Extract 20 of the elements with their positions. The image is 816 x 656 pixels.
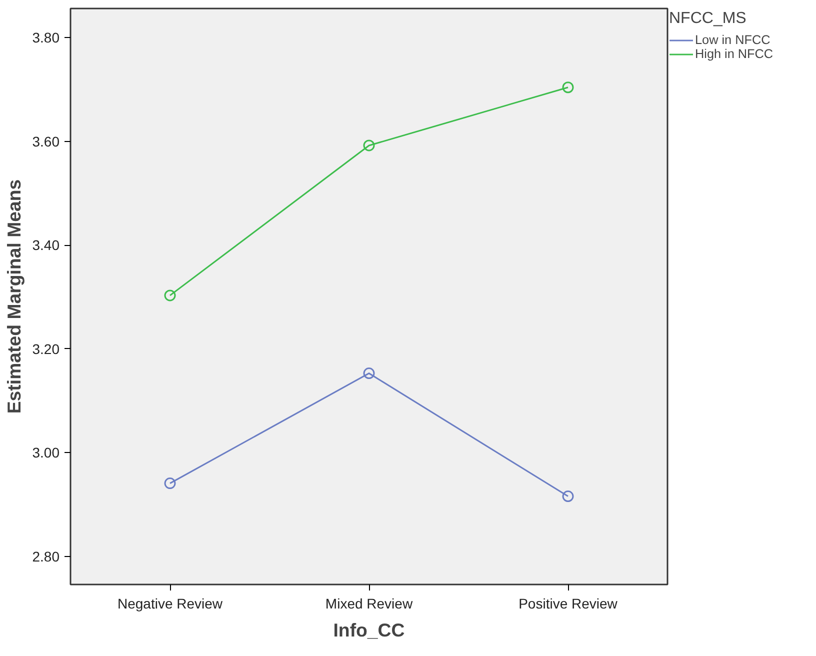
point	[164, 290, 176, 302]
point	[363, 368, 375, 380]
x-axis-title: Info_CC	[333, 620, 405, 640]
legend-label: Low in NFCC	[695, 33, 770, 47]
y-tick-label: 3.60	[32, 133, 60, 150]
x-tick-label: Positive Review	[518, 596, 618, 612]
legend-title: NFCC_MS	[669, 10, 748, 28]
y-tick-label: 3.20	[32, 340, 60, 357]
point	[164, 478, 176, 490]
y-tick-label: 3.80	[32, 30, 60, 46]
point	[562, 82, 574, 94]
y-tick-label: 2.80	[32, 548, 60, 564]
y-tick-label: 3.40	[32, 237, 60, 254]
y-tick-label: 3.00	[32, 444, 60, 461]
point	[363, 140, 375, 152]
x-tick-label: Mixed Review	[325, 596, 414, 612]
y-axis-title: Estimated Marginal Means	[3, 179, 24, 414]
x-tick-label: Negative Review	[117, 596, 224, 612]
point	[562, 490, 574, 502]
legend-label: High in NFCC	[695, 47, 774, 61]
